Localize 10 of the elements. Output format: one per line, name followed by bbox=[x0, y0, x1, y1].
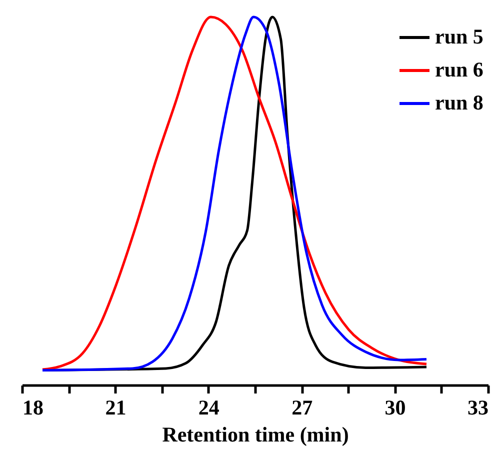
x-tick-label: 21 bbox=[105, 396, 126, 420]
x-tick-label: 30 bbox=[384, 396, 406, 420]
x-tick-label: 18 bbox=[22, 396, 44, 420]
legend-label: run 6 bbox=[435, 58, 484, 82]
x-tick-label: 27 bbox=[292, 396, 313, 420]
x-axis-title: Retention time (min) bbox=[162, 422, 349, 446]
legend-label: run 8 bbox=[435, 90, 484, 114]
x-tick-label: 24 bbox=[198, 396, 220, 420]
x-tick-label: 33 bbox=[468, 396, 488, 420]
legend-label: run 5 bbox=[435, 24, 484, 48]
